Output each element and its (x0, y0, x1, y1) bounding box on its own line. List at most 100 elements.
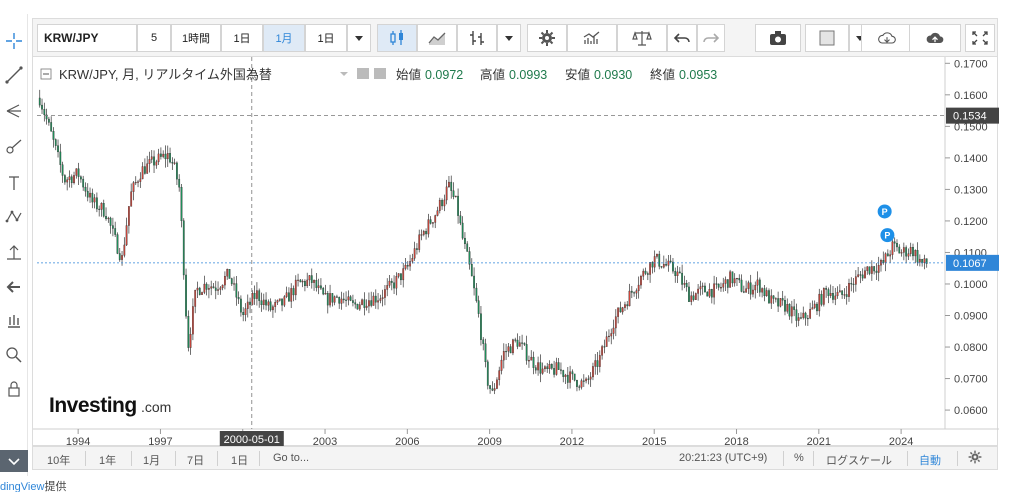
candle-body (192, 306, 194, 335)
crosshair-tool-icon[interactable] (0, 28, 28, 54)
tradingview-link[interactable]: dingView (0, 481, 45, 492)
candle-body (537, 362, 539, 371)
template-square-icon[interactable] (805, 24, 849, 52)
chart-type-dropdown-chevron-icon[interactable] (497, 24, 521, 52)
interval-1d-button[interactable]: 1日 (221, 24, 263, 52)
top-toolbar: KRW/JPY 5 1時間 1日 1月 1日 (32, 18, 998, 56)
candle-body (564, 374, 567, 377)
measure-tool-icon[interactable] (0, 240, 28, 266)
lock-tool-icon[interactable] (0, 376, 28, 402)
candle-body (790, 306, 793, 317)
candle-body (699, 286, 702, 290)
candle-body (550, 364, 553, 369)
candle-body (253, 293, 256, 299)
compare-scale-icon[interactable] (617, 24, 667, 52)
goto-date-button[interactable]: Go to... (273, 452, 310, 464)
range-10y-button[interactable]: 10年 (47, 455, 71, 467)
back-arrow-icon[interactable] (0, 274, 28, 300)
indicators-icon[interactable] (567, 24, 617, 52)
candle-body (137, 181, 139, 183)
interval-dropdown-chevron-icon[interactable] (347, 24, 371, 52)
interval-5-button[interactable]: 5 (137, 24, 171, 52)
candle-body (384, 289, 386, 298)
candle-body (896, 243, 898, 248)
candle-body (205, 283, 208, 290)
candle-body (320, 285, 322, 289)
legend-dropdown-icon[interactable] (340, 72, 348, 76)
symbol-input[interactable]: KRW/JPY (37, 24, 137, 52)
percent-scale-button[interactable]: % (794, 452, 804, 464)
collapse-chevron-icon[interactable] (0, 450, 28, 472)
fullscreen-icon[interactable] (965, 24, 995, 52)
chart-area[interactable]: 0.1700 0.1600 0.1500 0.1400 0.1300 0.1200 0.11… (32, 56, 999, 447)
undo-arrow-icon[interactable] (667, 24, 697, 52)
range-1y-button[interactable]: 1年 (99, 455, 117, 467)
text-tool-icon[interactable] (0, 170, 28, 196)
candle-body (395, 276, 398, 289)
cloud-save-icon[interactable] (909, 24, 961, 52)
interval-select[interactable]: 1日 (305, 24, 347, 52)
magnet-tool-icon[interactable] (0, 308, 28, 334)
camera-snapshot-icon[interactable] (755, 24, 801, 52)
candle-body (210, 286, 213, 289)
candle-body (608, 335, 610, 338)
event-marker-label: P (882, 207, 888, 217)
range-1m-button[interactable]: 1月 (143, 455, 161, 467)
candle-body (189, 333, 192, 348)
candle-body (267, 301, 270, 306)
scale-settings-gear-icon[interactable] (967, 449, 983, 468)
trend-line-tool-icon[interactable] (0, 62, 28, 88)
brush-tool-icon[interactable] (0, 134, 28, 160)
candle-body (493, 388, 496, 391)
legend-settings-icon[interactable] (374, 68, 386, 79)
legend-eye-icon[interactable] (357, 68, 369, 79)
log-scale-button[interactable]: ログスケール (826, 455, 892, 467)
candle-body (525, 344, 528, 361)
candle-body (84, 186, 87, 192)
auto-scale-button[interactable]: 自動 (919, 455, 941, 467)
range-1d-button[interactable]: 1日 (231, 455, 249, 467)
candle-body (203, 283, 206, 293)
low-value: 0.0930 (594, 68, 632, 82)
candle-body (304, 281, 306, 287)
candle-body (148, 159, 151, 164)
time-tick-label: 2006 (395, 436, 419, 447)
candles-type-icon[interactable] (377, 24, 417, 52)
event-marker[interactable] (880, 228, 895, 243)
candle-body (244, 308, 247, 316)
pattern-tool-icon[interactable] (0, 204, 28, 230)
candle-body (420, 234, 423, 236)
candle-body (475, 287, 478, 301)
bars-type-icon[interactable] (457, 24, 497, 52)
candle-body (194, 289, 197, 307)
settings-gear-icon[interactable] (527, 24, 567, 52)
zoom-tool-icon[interactable] (0, 342, 28, 368)
pitchfork-tool-icon[interactable] (0, 98, 28, 124)
candlestick-chart[interactable]: 0.17000.16000.15000.14000.13000.12000.11… (33, 57, 999, 447)
candle-body (724, 279, 727, 284)
candle-body (656, 253, 658, 257)
redo-arrow-icon[interactable] (697, 24, 725, 52)
candle-body (372, 295, 375, 306)
cloud-load-icon[interactable] (861, 24, 913, 52)
candle-body (292, 288, 295, 296)
candle-body (381, 297, 384, 299)
area-type-icon[interactable] (417, 24, 457, 52)
interval-1h-button[interactable]: 1時間 (171, 24, 221, 52)
event-marker[interactable] (877, 204, 892, 219)
range-7d-button[interactable]: 7日 (187, 455, 205, 467)
interval-1mo-button[interactable]: 1月 (263, 24, 305, 52)
candle-body (875, 270, 878, 273)
price-tick-label: 0.1500 (954, 121, 988, 133)
candle-body (697, 288, 699, 294)
candle-body (370, 300, 373, 306)
candle-body (448, 181, 450, 188)
candle-body (317, 285, 320, 288)
candle-body (861, 274, 864, 279)
candle-body (75, 168, 78, 176)
candle-body (409, 261, 411, 267)
candle-body (768, 290, 770, 304)
candle-body (747, 282, 750, 289)
candle-body (411, 258, 414, 262)
time-tick-label: 2009 (477, 436, 501, 447)
